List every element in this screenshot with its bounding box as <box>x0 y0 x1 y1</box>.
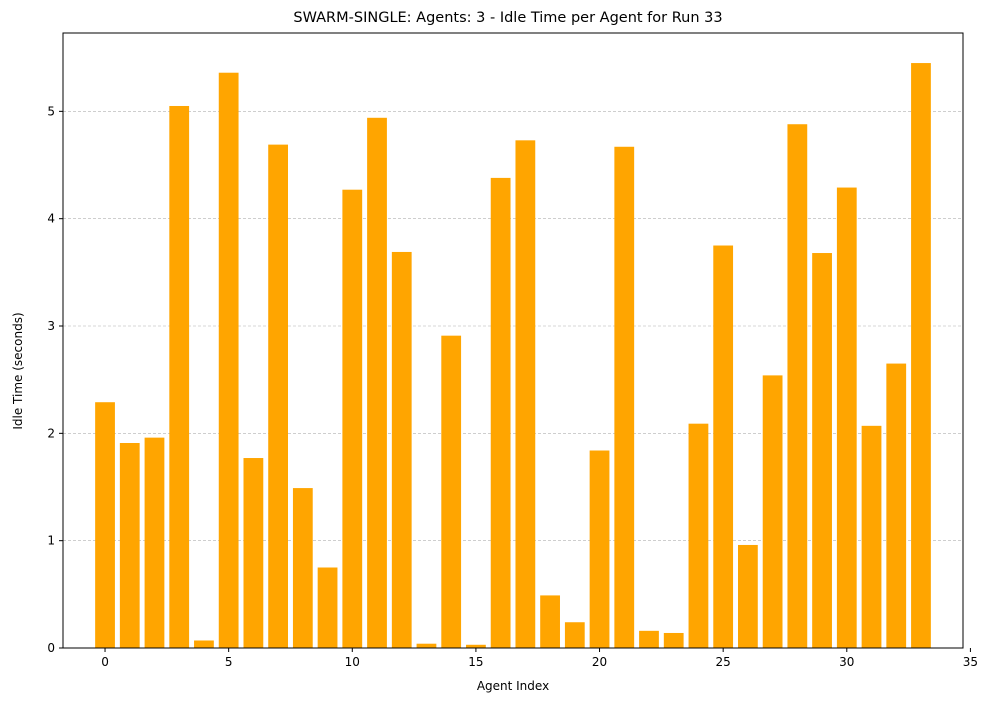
bar <box>886 363 907 648</box>
bar <box>144 437 165 648</box>
y-tick-label: 5 <box>47 104 55 118</box>
bar <box>663 632 684 648</box>
bar <box>169 105 190 648</box>
bar <box>95 402 115 648</box>
bar <box>268 144 288 648</box>
x-axis-ticks: 0 5 10 15 20 25 30 35 <box>101 648 978 669</box>
bar <box>639 630 659 648</box>
y-tick-label: 0 <box>47 641 55 655</box>
bar <box>688 423 709 648</box>
chart-title: SWARM-SINGLE: Agents: 3 - Idle Time per … <box>293 10 722 26</box>
y-tick-label: 2 <box>47 426 55 440</box>
x-tick-label: 35 <box>963 655 978 669</box>
bar <box>515 140 536 649</box>
x-tick-label: 15 <box>468 655 483 669</box>
y-tick-label: 3 <box>47 319 55 333</box>
x-tick-label: 25 <box>716 655 731 669</box>
bar <box>194 640 214 648</box>
bar <box>540 595 560 648</box>
y-axis-label: Idle Time (seconds) <box>11 312 25 429</box>
bar <box>861 425 882 648</box>
y-tick-label: 4 <box>47 212 55 226</box>
bars <box>95 63 931 649</box>
x-tick-label: 10 <box>345 655 360 669</box>
bar <box>787 124 808 649</box>
bar <box>367 117 387 648</box>
bar <box>317 567 338 648</box>
x-tick-label: 30 <box>839 655 854 669</box>
bar <box>614 146 635 648</box>
bar <box>911 63 931 648</box>
x-tick-label: 0 <box>101 655 109 669</box>
bar <box>762 375 783 648</box>
bar <box>391 251 412 648</box>
bar <box>564 622 585 648</box>
bar <box>490 177 511 648</box>
bar <box>292 488 313 648</box>
bar <box>466 644 486 648</box>
x-axis-label: Agent Index <box>477 679 549 693</box>
bar <box>218 72 239 649</box>
bar <box>836 187 857 648</box>
x-tick-label: 20 <box>592 655 607 669</box>
plot-frame <box>62 32 964 649</box>
bar <box>416 643 437 648</box>
bar <box>342 189 363 648</box>
bar <box>243 458 264 648</box>
y-tick-label: 1 <box>47 534 55 548</box>
x-tick-label: 5 <box>225 655 233 669</box>
bar <box>812 253 832 648</box>
bar <box>441 335 462 648</box>
y-axis-ticks: 0 1 2 3 4 5 <box>47 104 63 655</box>
bar <box>589 450 610 648</box>
bar <box>713 245 734 648</box>
bar <box>738 544 758 648</box>
bar <box>119 443 140 648</box>
